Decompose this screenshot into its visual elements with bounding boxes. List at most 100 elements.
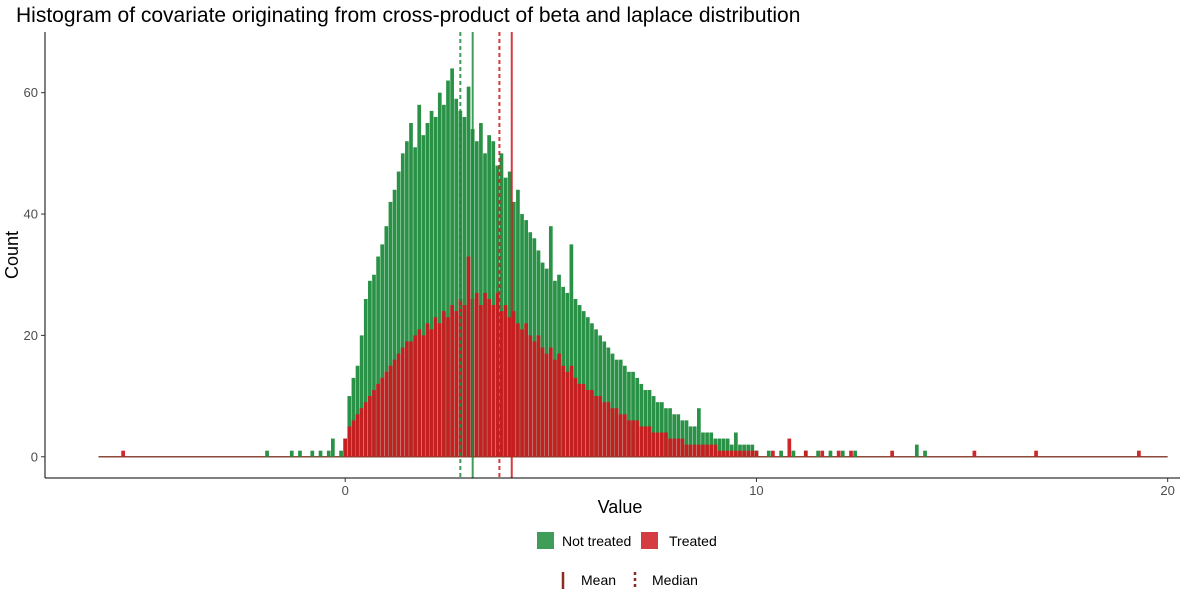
histogram-bar (429, 329, 434, 457)
histogram-bar (602, 402, 607, 457)
histogram-bar (791, 450, 796, 457)
histogram-bar (577, 305, 582, 457)
histogram-bar (729, 450, 734, 457)
y-axis-ticks: 0 20 40 60 (24, 85, 45, 464)
fill-legend: Not treated Treated (537, 532, 717, 549)
histogram-bar (368, 396, 372, 457)
histogram-bar (746, 450, 751, 457)
histogram-bar (466, 256, 471, 457)
histogram-bar (450, 305, 454, 457)
histogram-bar (828, 450, 833, 457)
histogram-bar (372, 274, 376, 457)
legend-label: Treated (669, 533, 717, 549)
x-tick-label: 20 (1160, 483, 1174, 498)
histogram-bar (417, 104, 422, 457)
legend-label: Median (652, 572, 698, 588)
y-tick-label: 60 (24, 85, 38, 100)
histogram-bar (573, 377, 578, 457)
histogram-bar (622, 365, 627, 457)
histogram-bar (618, 414, 623, 457)
histogram-bar (392, 359, 397, 457)
histogram-bar (396, 171, 401, 457)
histogram-bar (351, 420, 356, 457)
histogram-bar (627, 371, 631, 457)
histogram-bar (429, 110, 434, 457)
histogram-bar (651, 396, 656, 457)
histogram-bar (425, 123, 430, 457)
histogram-bar (585, 390, 590, 457)
histogram-bar (392, 189, 397, 457)
histogram-bar (483, 292, 487, 457)
histogram-bar (820, 450, 825, 457)
histogram-bar (289, 450, 294, 457)
histogram-bar (433, 317, 438, 457)
histogram-bar (766, 450, 771, 457)
histogram-bar (359, 408, 364, 457)
histogram-bar (771, 450, 775, 457)
histogram-bar (890, 450, 894, 457)
histogram-bar (355, 414, 360, 457)
histogram-bar (384, 226, 389, 457)
histogram-bar (326, 450, 331, 457)
histogram-bar (672, 414, 677, 457)
histogram-bar (836, 450, 841, 457)
histogram-bar (631, 371, 635, 457)
histogram-bar (622, 414, 627, 457)
histogram-bar (400, 347, 405, 457)
histogram-bar (565, 371, 570, 457)
chart-title: Histogram of covariate originating from … (16, 4, 800, 27)
histogram-bar (610, 353, 615, 457)
histogram-bar (701, 444, 705, 457)
histogram-bar (725, 438, 730, 457)
histogram-bar (479, 305, 483, 457)
histogram-bar (651, 432, 656, 457)
histogram-bar (331, 438, 335, 457)
histogram-bar (339, 450, 343, 457)
histogram-bar (713, 444, 718, 457)
histogram-bar (750, 450, 755, 457)
histogram-bar (721, 450, 726, 457)
histogram-bar (577, 383, 582, 457)
histogram-bar (635, 377, 640, 457)
histogram-bar (516, 323, 520, 457)
histogram-bar (590, 390, 594, 457)
histogram-bar (372, 390, 376, 457)
histogram-bar (631, 420, 635, 457)
line-legend: Mean Median (561, 572, 698, 589)
series-treated (121, 256, 1141, 457)
histogram-bar (495, 292, 500, 457)
histogram-bar (655, 402, 660, 457)
histogram-bar (914, 444, 919, 457)
histogram-bar (380, 244, 385, 457)
histogram-bar (437, 323, 442, 457)
histogram-bar (787, 438, 792, 457)
histogram-bar (343, 438, 348, 457)
histogram-bar (627, 420, 631, 457)
histogram-bar (606, 402, 611, 457)
histogram-bar (405, 141, 409, 457)
histogram-bar (528, 335, 533, 457)
histogram-bar (697, 408, 701, 457)
histogram-bar (462, 116, 467, 457)
histogram-bar (569, 244, 574, 457)
y-tick-label: 0 (31, 449, 38, 464)
histogram-bar (655, 432, 660, 457)
histogram-bar (548, 226, 553, 457)
histogram-bar (849, 450, 853, 457)
histogram-bar (121, 450, 125, 457)
histogram-bar (446, 317, 450, 457)
histogram-bar (544, 353, 549, 457)
histogram-bar (499, 311, 504, 457)
histogram-bar (816, 450, 820, 457)
histogram-bar (450, 68, 454, 457)
histogram-bar (738, 450, 742, 457)
histogram-bar (540, 347, 545, 457)
histogram-bar (614, 408, 619, 457)
histogram-bar (717, 450, 722, 457)
histogram-bar (594, 396, 598, 457)
histogram-bar (697, 444, 701, 457)
histogram-bar (643, 426, 648, 457)
histogram-bar (705, 444, 709, 457)
legend-swatch (641, 532, 658, 549)
x-axis-title: Value (598, 497, 643, 517)
